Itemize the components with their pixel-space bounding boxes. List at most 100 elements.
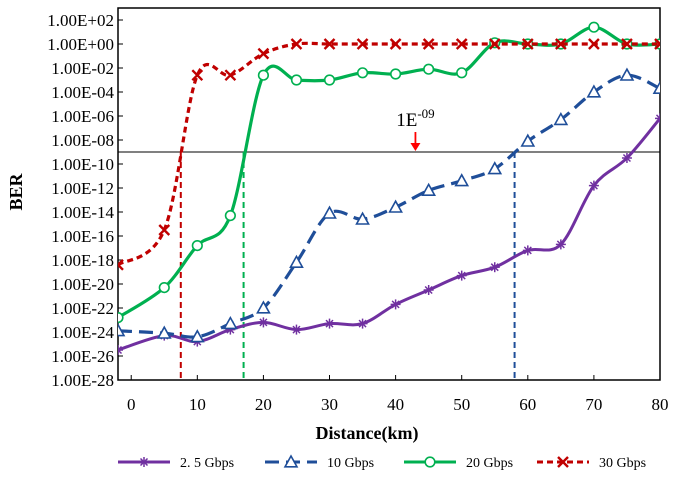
- data-point: [621, 38, 633, 50]
- threshold-layer: 1E-09: [118, 106, 660, 153]
- x-tick-label: 70: [585, 395, 602, 414]
- data-point: [588, 180, 599, 191]
- y-axis-ticks: 1.00E+02 1.00E+00 1.00E-02 1.00E-04 1.00E-06…: [47, 11, 123, 390]
- threshold-label: 1E-09: [396, 106, 434, 131]
- y-tick-label: 1.00E-16: [51, 227, 114, 246]
- y-tick-label: 1.00E-08: [51, 131, 114, 150]
- legend-label: 30 Gbps: [599, 456, 646, 471]
- y-tick-label: 1.00E-22: [51, 299, 114, 318]
- x-axis-ticks: 0 10 20 30 40 50 60 70 80: [127, 375, 669, 414]
- legend-label: 20 Gbps: [466, 456, 513, 471]
- data-point: [487, 161, 503, 175]
- data-point: [390, 68, 402, 80]
- data-point: [224, 210, 236, 222]
- data-point: [323, 74, 336, 86]
- series-layer: [118, 21, 660, 355]
- data-point: [555, 38, 567, 50]
- data-point: [553, 111, 569, 126]
- series-line: [118, 117, 660, 352]
- legend-marker: [557, 456, 569, 468]
- x-tick-label: 10: [189, 395, 206, 414]
- data-point: [191, 69, 204, 82]
- y-tick-label: 1.00E-20: [51, 275, 114, 294]
- x-tick-label: 20: [255, 395, 272, 414]
- y-tick-label: 1.00E-24: [51, 323, 114, 342]
- legend-label: 2. 5 Gbps: [180, 456, 234, 471]
- data-point: [454, 173, 470, 187]
- y-tick-label: 1.00E-12: [51, 179, 114, 198]
- data-point: [388, 199, 403, 213]
- y-tick-label: 1.00E-18: [51, 251, 114, 270]
- data-point: [158, 282, 170, 294]
- x-tick-label: 40: [387, 395, 404, 414]
- data-point: [355, 211, 370, 225]
- plot-frame: [117, 7, 661, 381]
- data-point: [118, 323, 126, 337]
- data-point: [421, 182, 437, 196]
- data-point: [423, 285, 434, 295]
- x-axis-title: Distance(km): [316, 423, 419, 444]
- data-point: [423, 63, 435, 75]
- series-2-5-gbps: [118, 113, 660, 355]
- data-point: [456, 67, 468, 79]
- data-point: [223, 315, 238, 330]
- data-point: [322, 205, 337, 219]
- legend-label: 10 Gbps: [327, 456, 374, 471]
- y-tick-label: 1.00E-14: [51, 203, 114, 222]
- y-tick-label: 1.00E-06: [51, 107, 114, 126]
- data-point: [555, 239, 566, 250]
- series-30-gbps: [118, 38, 660, 271]
- data-point: [389, 38, 402, 50]
- data-point: [520, 133, 536, 147]
- series-line: [118, 25, 660, 319]
- data-point: [257, 47, 270, 60]
- data-point: [488, 38, 501, 50]
- data-point: [522, 245, 533, 256]
- data-point: [489, 262, 500, 273]
- data-point: [619, 67, 635, 81]
- y-tick-label: 1.00E-26: [51, 347, 114, 366]
- data-point: [290, 38, 303, 50]
- data-point: [290, 74, 303, 86]
- series-10-gbps: [118, 67, 660, 343]
- data-point: [323, 38, 336, 50]
- legend-marker: [283, 454, 299, 468]
- data-point: [588, 21, 600, 33]
- x-tick-label: 50: [453, 395, 470, 414]
- data-point: [324, 318, 335, 329]
- data-point: [156, 325, 172, 339]
- y-tick-label: 1.00E+00: [47, 35, 114, 54]
- data-point: [521, 38, 534, 50]
- series-line: [118, 41, 660, 267]
- data-point: [422, 38, 435, 50]
- data-point: [257, 69, 270, 81]
- legend-marker: [424, 456, 436, 468]
- data-point: [356, 67, 369, 79]
- x-tick-label: 60: [519, 395, 536, 414]
- threshold-arrow-head: [410, 143, 421, 151]
- data-point: [291, 324, 302, 335]
- legend-marker: [139, 457, 149, 467]
- data-point: [224, 69, 237, 82]
- data-point: [357, 318, 368, 329]
- x-tick-label: 0: [127, 395, 136, 414]
- data-point: [586, 84, 602, 98]
- y-tick-label: 1.00E-10: [51, 155, 114, 174]
- data-point: [191, 240, 203, 252]
- data-point: [118, 312, 124, 324]
- data-point: [356, 38, 369, 50]
- data-point: [588, 38, 600, 50]
- data-point: [189, 329, 205, 343]
- data-point: [652, 80, 660, 94]
- x-tick-label: 30: [321, 395, 338, 414]
- data-point: [118, 345, 123, 355]
- data-point: [621, 153, 632, 163]
- data-point: [390, 299, 401, 310]
- y-tick-label: 1.00E-28: [51, 371, 114, 390]
- x-tick-label: 80: [652, 395, 669, 414]
- data-point: [256, 300, 271, 314]
- legend: 2. 5 Gbps 10 Gbps 20 Gbps 30 Gbps: [118, 454, 646, 471]
- data-point: [289, 254, 304, 268]
